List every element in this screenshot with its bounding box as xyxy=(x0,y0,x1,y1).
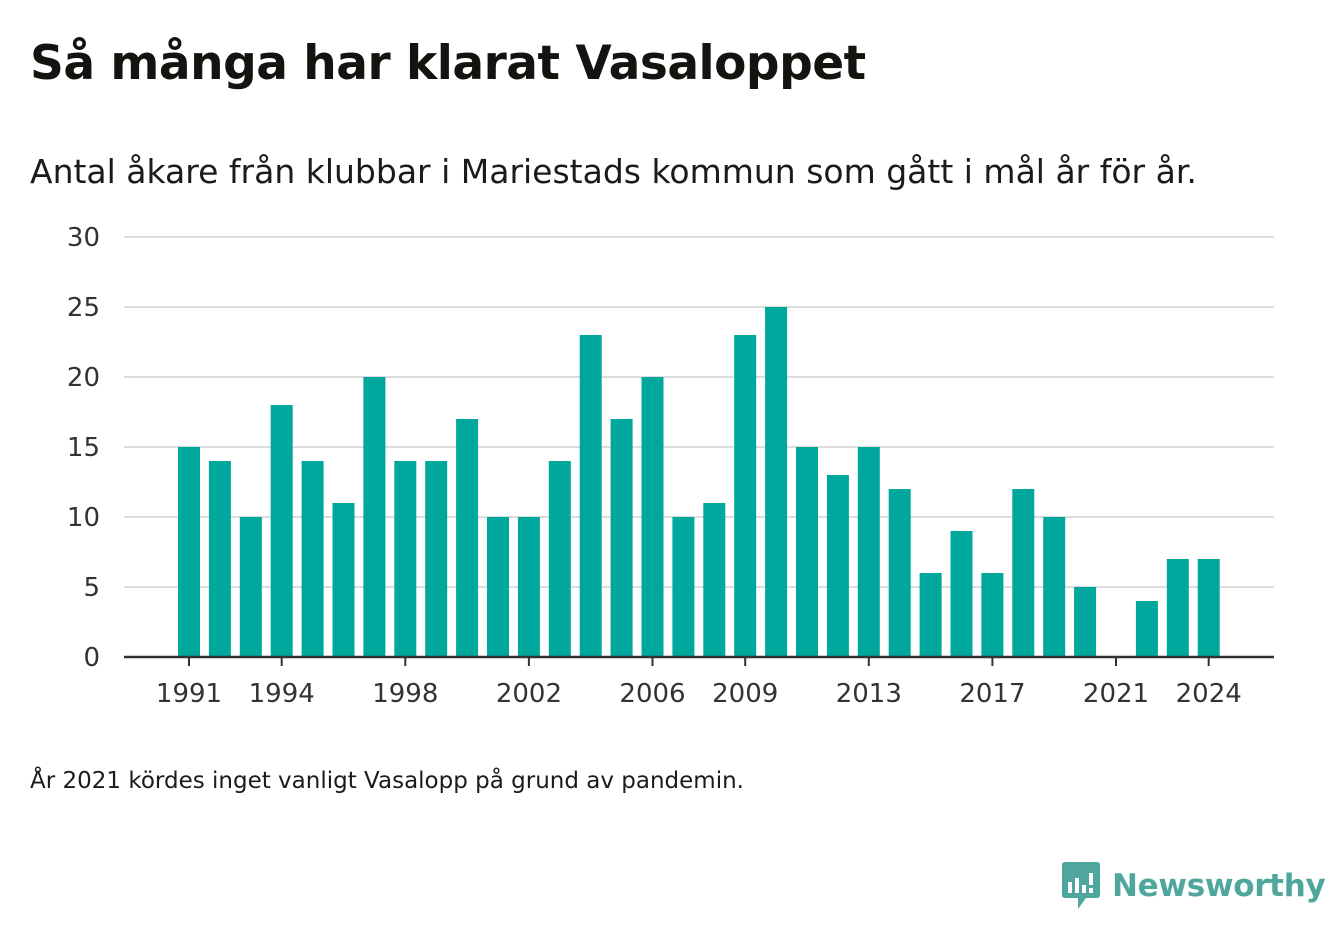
bar-1998 xyxy=(394,461,417,657)
x-tick-label: 2024 xyxy=(1176,679,1242,709)
bar-2006 xyxy=(641,377,664,657)
bar-2018 xyxy=(1012,489,1035,657)
x-tick-label: 2013 xyxy=(836,679,902,709)
bar-1993 xyxy=(239,517,262,657)
bar-2001 xyxy=(487,517,509,657)
bar-1996 xyxy=(332,503,355,657)
bar-2016 xyxy=(950,531,973,657)
y-tick-label: 5 xyxy=(83,573,100,603)
bar-1994 xyxy=(270,405,293,657)
bar-2024 xyxy=(1197,559,1220,657)
bar-2002 xyxy=(517,517,540,657)
bar-2008 xyxy=(703,503,726,657)
bar-chart: 0 5 10 15 20 25 30 1991 1994 1998 2002 2006 2009 201… xyxy=(67,223,1274,709)
bar-2000 xyxy=(456,419,479,657)
bar-2011 xyxy=(796,447,818,657)
newsworthy-logo-icon xyxy=(1062,862,1100,909)
bar-2009 xyxy=(734,335,757,657)
y-tick-label: 20 xyxy=(67,363,100,393)
bar-1991 xyxy=(178,447,200,657)
bar-2005 xyxy=(610,419,633,657)
bar-2020 xyxy=(1074,587,1097,657)
footnote: År 2021 kördes inget vanligt Vasalopp på… xyxy=(30,768,744,794)
bar-2019 xyxy=(1043,517,1066,657)
bar-2022 xyxy=(1135,601,1158,657)
x-tick-label: 2021 xyxy=(1083,679,1149,709)
gridlines xyxy=(124,236,1274,588)
chart-title: Så många har klarat Vasaloppet xyxy=(30,36,866,91)
bar-2012 xyxy=(826,475,849,657)
bar-2007 xyxy=(672,517,695,657)
bar-2010 xyxy=(765,307,788,657)
y-axis-ticks: 0 5 10 15 20 25 30 xyxy=(67,223,100,673)
bar-2015 xyxy=(919,573,942,657)
x-tick-label: 2002 xyxy=(496,679,562,709)
y-tick-label: 25 xyxy=(67,293,100,323)
bar-1999 xyxy=(425,461,448,657)
x-tick-label: 2017 xyxy=(959,679,1025,709)
bar-1995 xyxy=(301,461,324,657)
bar-1997 xyxy=(363,377,386,657)
x-axis-ticks: 1991 1994 1998 2002 2006 2009 2013 2017 2021 2024 xyxy=(156,657,1242,709)
x-tick-label: 1998 xyxy=(372,679,438,709)
x-tick-label: 2006 xyxy=(619,679,685,709)
x-tick-label: 2009 xyxy=(712,679,778,709)
bar-2013 xyxy=(857,447,880,657)
bar-2017 xyxy=(981,573,1004,657)
brand-logo[interactable]: Newsworthy xyxy=(1060,860,1326,912)
bar-2003 xyxy=(548,461,571,657)
bar-1992 xyxy=(208,461,231,657)
bar-2023 xyxy=(1166,559,1189,657)
x-tick-label: 1991 xyxy=(156,679,222,709)
bars xyxy=(178,307,1220,657)
brand-name: Newsworthy xyxy=(1112,868,1326,904)
bar-2014 xyxy=(888,489,911,657)
chart-subtitle: Antal åkare från klubbar i Mariestads ko… xyxy=(30,152,1197,191)
y-tick-label: 0 xyxy=(83,643,100,673)
x-tick-label: 1994 xyxy=(249,679,315,709)
bar-2004 xyxy=(579,335,602,657)
y-tick-label: 15 xyxy=(67,433,100,463)
y-tick-label: 10 xyxy=(67,503,100,533)
y-tick-label: 30 xyxy=(67,223,100,253)
